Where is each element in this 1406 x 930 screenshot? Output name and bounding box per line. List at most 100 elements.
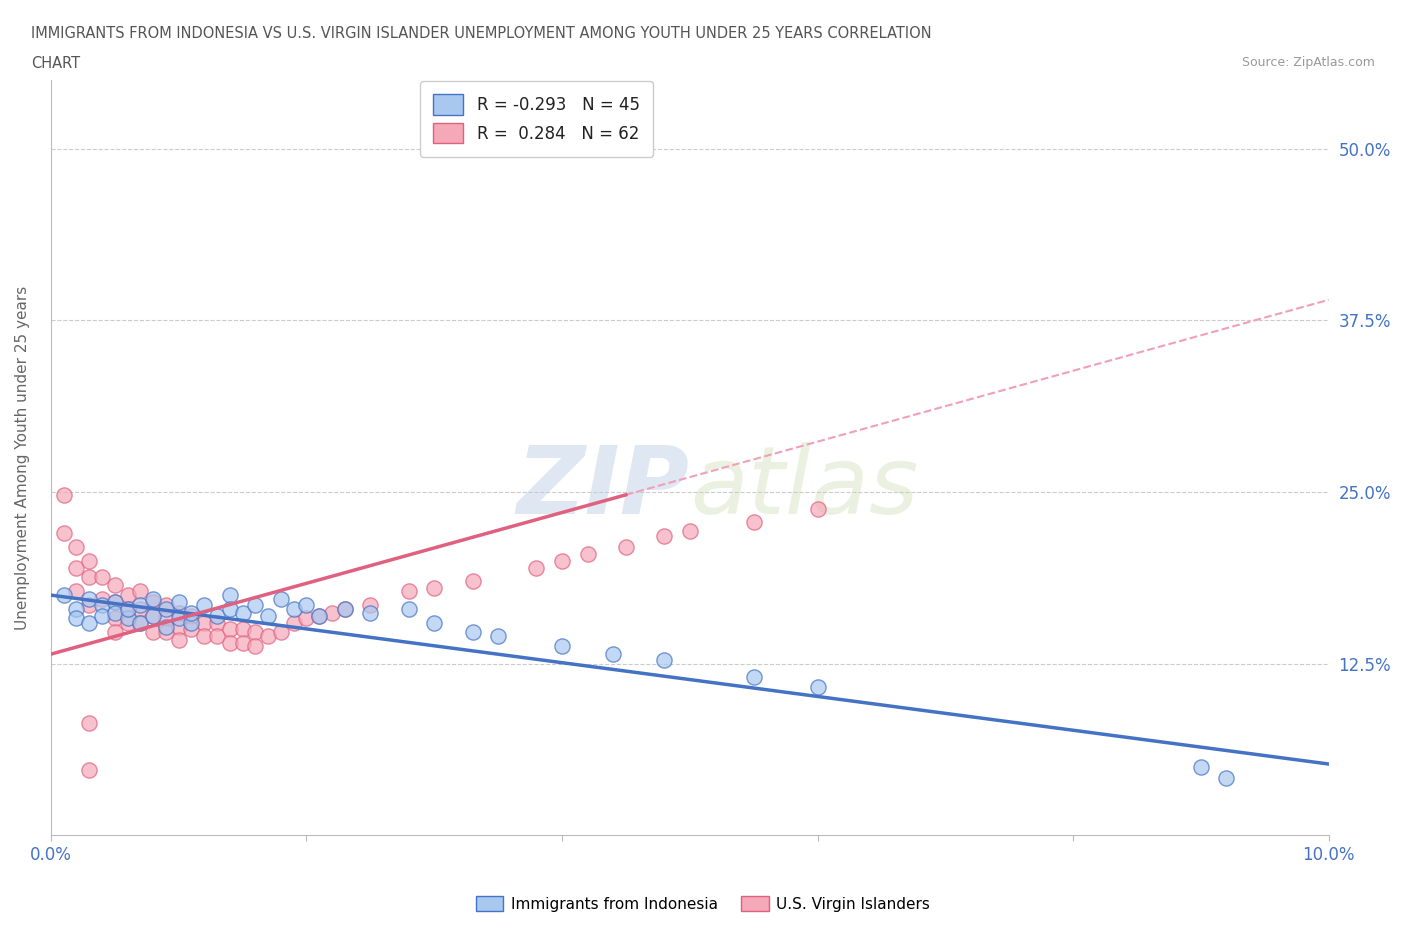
Point (359, 597, 381, 612)
Point (117, 602, 139, 617)
Point (308, 608, 330, 623)
Point (117, 615, 139, 630)
Point (679, 523, 702, 538)
Point (295, 597, 318, 612)
Point (155, 619, 177, 634)
Point (806, 501, 828, 516)
Point (423, 581, 446, 596)
Point (104, 625, 127, 640)
Point (180, 608, 202, 623)
Point (77, 553, 100, 568)
Text: Source: ZipAtlas.com: Source: ZipAtlas.com (1241, 56, 1375, 69)
Text: CHART: CHART (31, 56, 80, 71)
Point (245, 597, 267, 612)
Point (91, 597, 114, 612)
Point (77, 762, 100, 777)
Point (193, 629, 215, 644)
Point (91, 570, 114, 585)
Point (180, 615, 202, 630)
Point (104, 578, 127, 593)
Text: IMMIGRANTS FROM INDONESIA VS U.S. VIRGIN ISLANDER UNEMPLOYMENT AMONG YOUTH UNDER: IMMIGRANTS FROM INDONESIA VS U.S. VIRGIN… (31, 26, 932, 41)
Point (245, 639, 267, 654)
Point (52, 487, 75, 502)
Point (180, 622, 202, 637)
Point (167, 594, 190, 609)
Point (231, 605, 253, 620)
Point (104, 594, 127, 609)
Point (167, 611, 190, 626)
Point (91, 608, 114, 623)
Point (295, 611, 318, 626)
Point (180, 605, 202, 620)
Point (104, 611, 127, 626)
Point (423, 615, 446, 630)
Legend: Immigrants from Indonesia, U.S. Virgin Islanders: Immigrants from Indonesia, U.S. Virgin I… (470, 889, 936, 918)
Point (270, 625, 292, 640)
Point (52, 588, 75, 603)
Point (142, 608, 165, 623)
Point (129, 597, 152, 612)
Point (245, 625, 267, 640)
Point (218, 636, 240, 651)
Point (308, 608, 330, 623)
Point (91, 591, 114, 606)
Point (231, 636, 253, 651)
Point (104, 605, 127, 620)
Point (486, 629, 509, 644)
Point (129, 615, 152, 630)
Point (551, 639, 574, 654)
Point (167, 633, 190, 648)
Point (614, 539, 637, 554)
Point (652, 652, 675, 667)
Point (218, 622, 240, 637)
Point (1189, 759, 1212, 774)
Point (742, 670, 765, 684)
Y-axis label: Unemployment Among Youth under 25 years: Unemployment Among Youth under 25 years (15, 286, 30, 630)
Point (155, 625, 177, 640)
Point (1215, 770, 1237, 785)
Point (461, 625, 484, 640)
Point (321, 605, 343, 620)
Point (142, 594, 165, 609)
Point (602, 646, 624, 661)
Point (359, 605, 381, 620)
Point (77, 591, 100, 606)
Point (142, 608, 165, 623)
Point (142, 625, 165, 640)
Point (551, 553, 574, 568)
Point (65, 583, 87, 598)
Point (77, 597, 100, 612)
Point (65, 611, 87, 626)
Point (104, 594, 127, 609)
Point (333, 602, 356, 617)
Point (193, 615, 215, 630)
Point (652, 528, 675, 543)
Point (398, 583, 420, 598)
Point (129, 583, 152, 598)
Point (205, 615, 228, 630)
Point (167, 605, 190, 620)
Point (231, 622, 253, 637)
Point (205, 629, 228, 644)
Point (576, 547, 599, 562)
Point (129, 615, 152, 630)
Point (117, 611, 139, 626)
Point (193, 597, 215, 612)
Point (65, 602, 87, 617)
Point (77, 615, 100, 630)
Point (77, 715, 100, 730)
Point (742, 515, 765, 530)
Point (257, 629, 280, 644)
Point (167, 619, 190, 634)
Point (398, 602, 420, 617)
Point (117, 602, 139, 617)
Point (806, 680, 828, 695)
Point (155, 611, 177, 626)
Point (77, 570, 100, 585)
Point (283, 602, 305, 617)
Point (65, 539, 87, 554)
Point (218, 602, 240, 617)
Point (52, 525, 75, 540)
Point (218, 588, 240, 603)
Point (142, 591, 165, 606)
